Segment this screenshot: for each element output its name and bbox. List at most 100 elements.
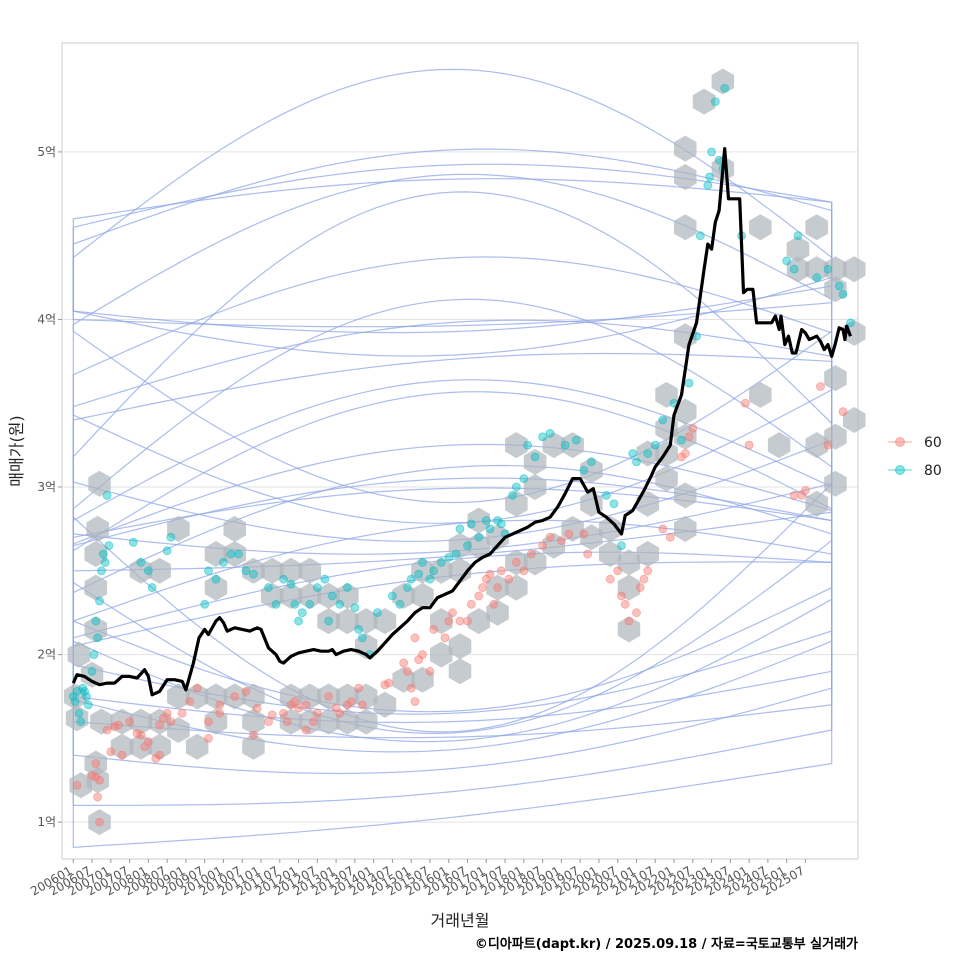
point-60 <box>583 549 593 559</box>
point-60 <box>249 730 258 740</box>
hex-bin <box>317 683 340 710</box>
hex-bin <box>129 708 153 735</box>
point-60 <box>564 529 574 539</box>
point-80 <box>538 432 548 442</box>
scatter-points <box>68 83 855 827</box>
hex-bin <box>523 448 547 475</box>
point-80 <box>632 457 641 467</box>
point-60 <box>113 720 123 730</box>
point-80 <box>451 549 461 559</box>
point-60 <box>93 792 103 802</box>
point-80 <box>249 569 258 579</box>
point-80 <box>234 549 243 559</box>
hex-bin <box>655 465 678 492</box>
point-80 <box>395 599 405 609</box>
point-60 <box>605 574 615 584</box>
point-60 <box>463 616 472 626</box>
hex-bin <box>204 708 228 735</box>
point-80 <box>80 687 89 696</box>
point-60 <box>680 449 690 458</box>
point-80 <box>789 264 799 274</box>
hex-bin <box>523 549 547 576</box>
point-60 <box>801 485 810 495</box>
y-axis-ticks: 1억 2억 3억 4억 5억 <box>37 145 62 829</box>
point-80 <box>587 457 596 467</box>
hex-bin <box>223 515 246 542</box>
hex-bin <box>598 541 622 567</box>
point-60 <box>493 583 502 592</box>
hex-bin <box>430 641 453 668</box>
legend-key-dot <box>895 437 905 447</box>
hex-bin <box>505 490 528 517</box>
point-80 <box>211 574 221 584</box>
point-60 <box>511 558 521 567</box>
point-80 <box>429 566 439 576</box>
point-60 <box>485 569 495 579</box>
point-80 <box>793 231 803 241</box>
hex-bin <box>411 666 434 693</box>
point-80 <box>628 449 638 458</box>
point-80 <box>97 566 106 576</box>
hex-bin <box>392 582 415 609</box>
point-60 <box>384 678 394 688</box>
point-60 <box>91 759 101 768</box>
hex-bin <box>411 582 434 609</box>
hex-bin <box>279 683 303 710</box>
hex-bin <box>824 256 847 283</box>
point-60 <box>635 583 645 592</box>
trend-line <box>71 147 852 697</box>
point-80 <box>782 256 792 266</box>
hex-bin <box>824 423 847 450</box>
point-80 <box>823 264 833 274</box>
legend-label-80: 80 <box>924 463 942 479</box>
point-60 <box>301 700 311 710</box>
hex-bin <box>354 608 378 635</box>
hex-bin <box>674 164 697 190</box>
point-80 <box>335 599 345 609</box>
hex-bin <box>185 683 209 710</box>
hex-bin <box>336 708 359 735</box>
hex-bin <box>317 608 340 635</box>
point-60 <box>192 683 202 693</box>
point-80 <box>354 625 364 634</box>
point-80 <box>695 231 705 241</box>
point-80 <box>128 537 138 547</box>
point-80 <box>834 281 844 291</box>
point-80 <box>560 440 570 450</box>
hex-bin <box>261 557 284 584</box>
point-80 <box>403 583 412 592</box>
point-60 <box>177 708 187 718</box>
hex-bin <box>824 470 847 497</box>
point-60 <box>185 697 195 706</box>
y-tick-label: 4억 <box>37 312 56 326</box>
hex-bin <box>242 733 265 760</box>
point-60 <box>290 697 300 706</box>
hex-bin <box>336 582 359 609</box>
hex-bin <box>824 276 847 303</box>
point-80 <box>93 633 103 643</box>
point-60 <box>312 708 322 718</box>
hex-bin <box>636 440 659 467</box>
point-60 <box>301 725 311 735</box>
hex-bin <box>204 574 228 601</box>
point-80 <box>414 569 424 579</box>
hex-bin <box>692 88 716 115</box>
point-60 <box>403 666 412 676</box>
point-80 <box>602 491 611 500</box>
hex-bin <box>242 557 265 584</box>
point-60 <box>136 730 146 740</box>
point-80 <box>357 633 367 643</box>
hex-bin <box>279 582 303 609</box>
point-60 <box>816 382 825 391</box>
hex-bin <box>843 407 866 433</box>
hex-bin <box>467 608 490 635</box>
point-60 <box>632 608 641 618</box>
point-60 <box>658 524 668 534</box>
hex-bin <box>767 432 791 459</box>
hex-bin <box>110 733 134 760</box>
point-60 <box>643 566 653 576</box>
point-80 <box>474 532 484 542</box>
hex-bin <box>430 557 453 584</box>
hex-bin <box>167 515 190 542</box>
point-80 <box>91 616 101 626</box>
